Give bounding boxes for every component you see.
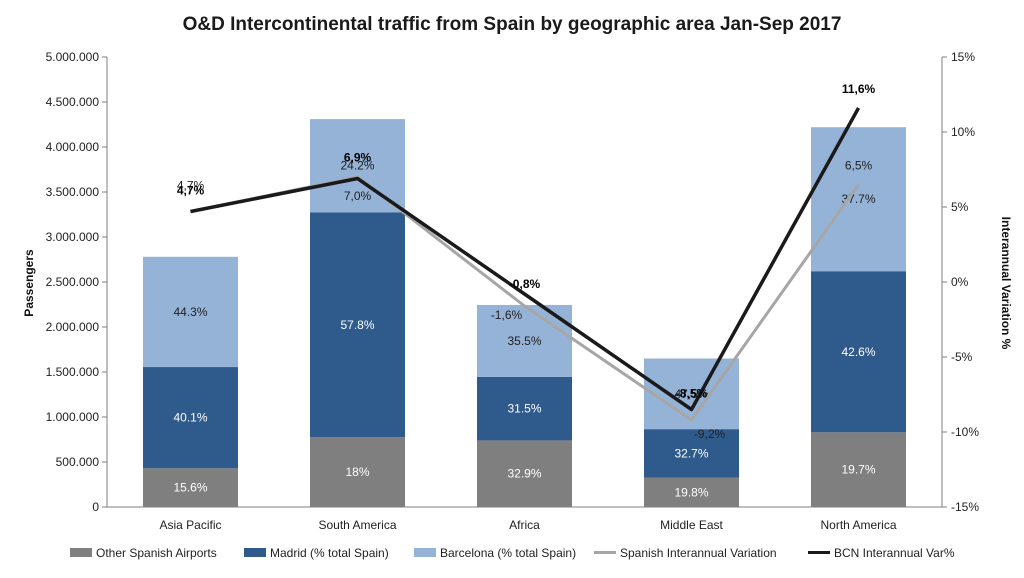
bar-segment [143,256,238,368]
y2-tick-label: 5% [951,200,969,214]
y-tick-label: 4.000.000 [46,140,100,154]
y-tick-label: 4.500.000 [46,95,100,109]
bar-segment [811,271,906,433]
bar-segment [310,212,405,438]
bar-data-label: 19.8% [674,485,708,499]
y2-tick-label: 15% [951,50,975,64]
legend-swatch [244,548,266,557]
bar-data-label: 32.7% [674,446,708,460]
y-tick-label: 5.000.000 [46,50,100,64]
line-data-label: -9,2% [694,427,726,441]
y-tick-label: 0 [92,500,99,514]
y-tick-label: 3.500.000 [46,185,100,199]
bar-data-label: 32.9% [507,467,541,481]
legend-label: BCN Interannual Var% [834,546,955,560]
bar-data-label: 15.6% [173,481,207,495]
legend-label: Barcelona (% total Spain) [440,546,576,560]
legend: Other Spanish Airports Madrid (% total Sp… [70,546,955,560]
bar-segment [143,367,238,469]
bar-data-label: 44.3% [173,305,207,319]
y-tick-label: 1.500.000 [46,365,100,379]
bar-data-label: 18% [345,465,369,479]
bar-segment [644,477,739,507]
bar-segment [811,432,906,507]
y-tick-label: 2.500.000 [46,275,100,289]
bar-segment [644,429,739,478]
line-data-label: -1,6% [491,308,523,322]
y2-tick-label: 10% [951,125,975,139]
bar-data-label: 42.6% [841,345,875,359]
bar-segment [644,358,739,430]
line-data-label: 6,5% [845,159,873,173]
chart-title: O&D Intercontinental traffic from Spain … [183,14,842,35]
y2-tick-label: -15% [951,500,979,514]
bar-data-label: 57.8% [340,318,374,332]
plot-area: 0 500.000 1.000.000 1.500.000 2.000.000 2.500… [46,50,980,532]
legend-label: Spanish Interannual Variation [620,546,777,560]
bar-segment [143,468,238,507]
bar-segment [811,127,906,272]
bar-data-label: 19.7% [841,463,875,477]
legend-label: Madrid (% total Spain) [270,546,389,560]
line-data-label: 7,0% [344,189,372,203]
bar-data-label: 35.5% [507,334,541,348]
bar-segment [310,437,405,507]
y-axis-title: Passengers [22,249,36,317]
y-tick-label: 3.000.000 [46,230,100,244]
line-data-label: 4,7% [177,184,205,198]
y2-tick-label: -5% [951,350,973,364]
x-tick-label: Middle East [660,518,723,532]
bar-segment [477,440,572,507]
y2-axis-title: Interannual Variation % [999,217,1013,350]
x-tick-label: Asia Pacific [159,518,221,532]
bar-segment [310,119,405,213]
y-tick-label: 1.000.000 [46,410,100,424]
bar-segment [477,376,572,441]
bar-data-label: 40.1% [173,411,207,425]
line-data-label: 6,9% [344,151,372,165]
y2-tick-label: 0% [951,275,969,289]
y-tick-label: 500.000 [56,455,100,469]
line-data-label: -8,5% [676,387,708,401]
line-data-label: 11,6% [842,82,876,96]
legend-swatch [70,548,92,557]
bar-data-label: 31.5% [507,402,541,416]
line-data-label: 4,7% [177,179,205,193]
x-tick-label: Africa [509,518,540,532]
y2-tick-label: -10% [951,425,979,439]
bar-data-label: 24.2% [340,159,374,173]
y-tick-label: 2.000.000 [46,320,100,334]
legend-swatch [414,548,436,557]
x-tick-label: North America [820,518,896,532]
legend-label: Other Spanish Airports [96,546,217,560]
line-data-label: -0,8% [509,277,541,291]
x-tick-label: South America [318,518,396,532]
